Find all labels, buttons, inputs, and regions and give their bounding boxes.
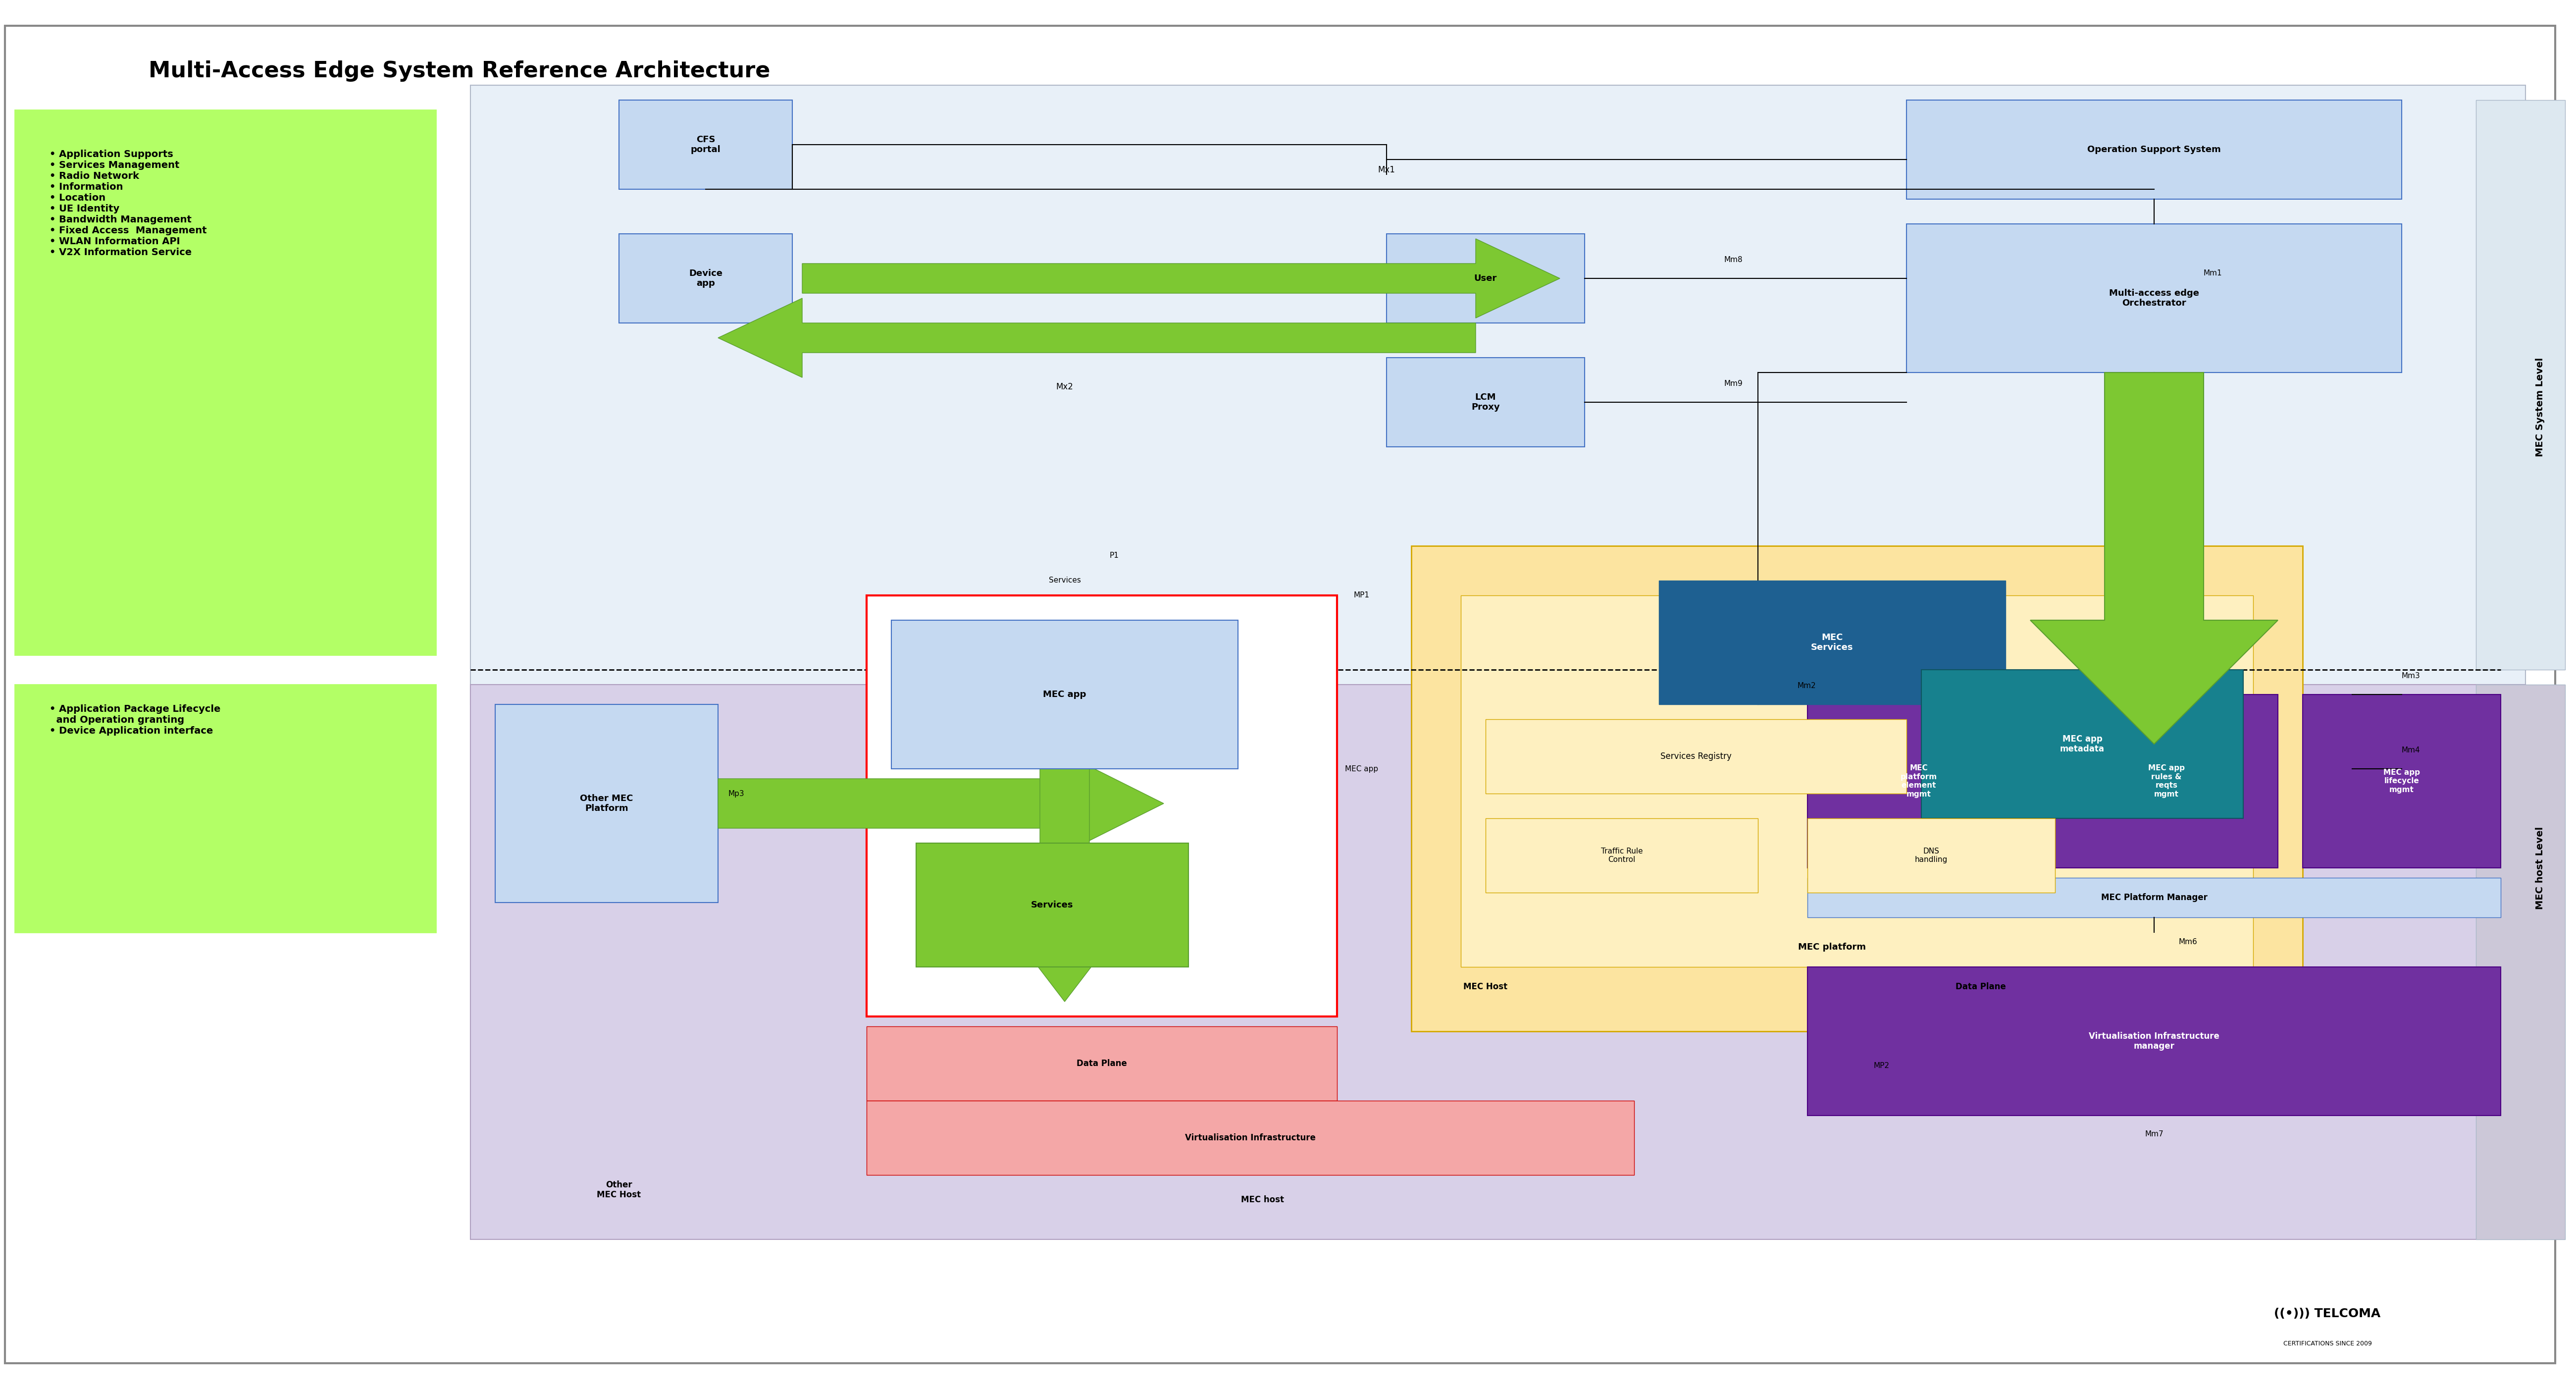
Text: Mm9: Mm9: [1723, 380, 1741, 387]
FancyBboxPatch shape: [1486, 819, 1757, 892]
Text: CFS
portal: CFS portal: [690, 135, 721, 154]
FancyBboxPatch shape: [866, 1101, 1633, 1176]
FancyBboxPatch shape: [618, 233, 793, 323]
Text: Mx2: Mx2: [1056, 383, 1074, 391]
Text: MEC app: MEC app: [1345, 765, 1378, 773]
FancyBboxPatch shape: [2476, 100, 2566, 670]
FancyBboxPatch shape: [1461, 595, 2254, 967]
Text: • Application Package Lifecycle
  and Operation granting
• Device Application in: • Application Package Lifecycle and Oper…: [49, 704, 222, 736]
Text: MEC host: MEC host: [1242, 1195, 1285, 1205]
Text: MEC
Services: MEC Services: [1811, 633, 1852, 652]
Text: Data Plane: Data Plane: [1077, 1059, 1126, 1067]
FancyBboxPatch shape: [1412, 545, 2303, 1031]
FancyBboxPatch shape: [1659, 580, 2007, 704]
Text: Virtualisation Infrastructure: Virtualisation Infrastructure: [1185, 1134, 1316, 1142]
Text: Mm7: Mm7: [2146, 1130, 2164, 1138]
Text: Services: Services: [1048, 577, 1082, 584]
Text: P1: P1: [1110, 552, 1118, 559]
Text: Services: Services: [1030, 901, 1074, 909]
FancyBboxPatch shape: [1486, 719, 1906, 794]
FancyBboxPatch shape: [471, 684, 2524, 1239]
Polygon shape: [719, 298, 1476, 378]
Text: Mm6: Mm6: [2179, 938, 2197, 945]
Text: MEC
platform
element
mgmt: MEC platform element mgmt: [1901, 765, 1937, 798]
FancyBboxPatch shape: [866, 1026, 1337, 1101]
FancyBboxPatch shape: [495, 704, 719, 902]
Text: Mm1: Mm1: [2202, 269, 2223, 278]
Text: CERTIFICATIONS SINCE 2009: CERTIFICATIONS SINCE 2009: [2282, 1341, 2372, 1346]
Text: MP1: MP1: [1355, 591, 1370, 600]
Text: ((•))) TELCOMA: ((•))) TELCOMA: [2275, 1307, 2380, 1320]
Text: LCM
Proxy: LCM Proxy: [1471, 393, 1499, 412]
Text: Other
MEC Host: Other MEC Host: [598, 1180, 641, 1199]
Text: Virtualisation Infrastructure
manager: Virtualisation Infrastructure manager: [2089, 1031, 2221, 1051]
FancyBboxPatch shape: [866, 595, 1337, 1016]
Text: Multi-access edge
Orchestrator: Multi-access edge Orchestrator: [2110, 289, 2200, 308]
FancyBboxPatch shape: [15, 684, 435, 933]
FancyBboxPatch shape: [1922, 670, 2244, 819]
Text: MEC platform: MEC platform: [1798, 942, 1865, 952]
FancyBboxPatch shape: [2303, 694, 2501, 868]
FancyBboxPatch shape: [1808, 694, 2030, 868]
Text: Other MEC
Platform: Other MEC Platform: [580, 794, 634, 813]
FancyBboxPatch shape: [1906, 223, 2401, 372]
FancyBboxPatch shape: [2056, 694, 2277, 868]
Text: Multi-Access Edge System Reference Architecture: Multi-Access Edge System Reference Archi…: [149, 61, 770, 82]
Text: Operation Support System: Operation Support System: [2087, 146, 2221, 154]
FancyBboxPatch shape: [471, 85, 2524, 704]
Text: MEC host Level: MEC host Level: [2535, 826, 2545, 909]
FancyBboxPatch shape: [2476, 684, 2566, 1239]
FancyBboxPatch shape: [1808, 967, 2501, 1116]
FancyBboxPatch shape: [917, 843, 1188, 967]
FancyBboxPatch shape: [1906, 100, 2401, 198]
Text: MEC app
lifecycle
mgmt: MEC app lifecycle mgmt: [2383, 769, 2419, 794]
Text: DNS
handling: DNS handling: [1914, 848, 1947, 863]
Text: MEC app
metadata: MEC app metadata: [2061, 734, 2105, 754]
Text: MEC app
rules &
reqts
mgmt: MEC app rules & reqts mgmt: [2148, 765, 2184, 798]
Text: Device
app: Device app: [688, 269, 721, 287]
Text: Traffic Rule
Control: Traffic Rule Control: [1600, 848, 1643, 863]
Text: • Application Supports
• Services Management
• Radio Network
• Information
• Loc: • Application Supports • Services Manage…: [49, 150, 206, 257]
Text: User: User: [1473, 273, 1497, 283]
FancyBboxPatch shape: [891, 620, 1239, 769]
Polygon shape: [2030, 372, 2277, 744]
Text: Data Plane: Data Plane: [1955, 983, 2007, 991]
Polygon shape: [719, 754, 1164, 854]
Text: Services Registry: Services Registry: [1662, 752, 1731, 761]
Text: MEC System Level: MEC System Level: [2535, 358, 2545, 457]
Text: MP2: MP2: [1873, 1062, 1891, 1070]
FancyBboxPatch shape: [618, 100, 793, 189]
Text: Mx1: Mx1: [1378, 165, 1396, 175]
FancyBboxPatch shape: [1386, 233, 1584, 323]
Polygon shape: [801, 239, 1561, 318]
FancyBboxPatch shape: [15, 110, 435, 655]
Text: Mm2: Mm2: [1798, 682, 1816, 690]
Polygon shape: [999, 620, 1128, 1002]
Text: MEC Platform Manager: MEC Platform Manager: [2102, 892, 2208, 902]
FancyBboxPatch shape: [1808, 877, 2501, 917]
Text: Mm3: Mm3: [2401, 672, 2421, 680]
Text: Mm8: Mm8: [1723, 257, 1741, 264]
FancyBboxPatch shape: [1808, 819, 2056, 892]
Text: Mm4: Mm4: [2401, 747, 2421, 754]
FancyBboxPatch shape: [1386, 358, 1584, 447]
Text: MEC Host: MEC Host: [1463, 983, 1507, 991]
Text: Mp3: Mp3: [729, 790, 744, 797]
Text: MEC app: MEC app: [1043, 690, 1087, 700]
